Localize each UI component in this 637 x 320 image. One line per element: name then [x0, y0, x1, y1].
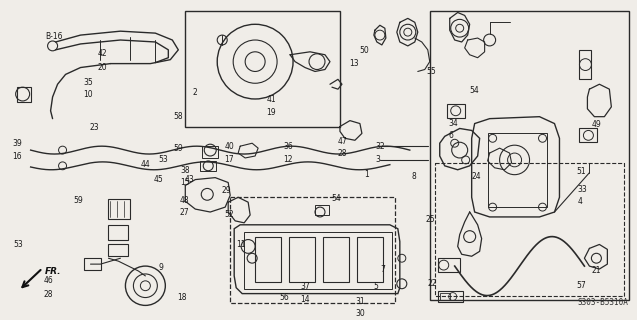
Text: 21: 21 — [592, 266, 601, 275]
Text: 45: 45 — [154, 175, 163, 184]
Bar — [108, 244, 129, 256]
Text: 10: 10 — [83, 90, 93, 99]
Text: 48: 48 — [180, 196, 190, 205]
Bar — [434, 163, 624, 296]
Text: 35: 35 — [83, 78, 93, 87]
Text: 36: 36 — [283, 142, 293, 151]
Bar — [255, 236, 281, 282]
Text: 8: 8 — [412, 172, 417, 181]
Text: 29: 29 — [221, 186, 231, 195]
Text: 22: 22 — [428, 279, 438, 288]
Text: 40: 40 — [224, 142, 234, 151]
Bar — [244, 232, 392, 289]
Text: 25: 25 — [426, 215, 435, 224]
Bar — [488, 133, 547, 207]
Text: 28: 28 — [338, 149, 347, 158]
Bar — [108, 225, 129, 240]
Text: 33: 33 — [578, 185, 587, 194]
Text: 42: 42 — [97, 50, 107, 59]
Text: 14: 14 — [301, 295, 310, 304]
Text: 17: 17 — [224, 155, 234, 164]
Bar — [289, 236, 315, 282]
Text: 3: 3 — [376, 155, 380, 164]
Text: B-16: B-16 — [45, 31, 62, 41]
Text: 9: 9 — [159, 263, 163, 272]
Bar — [430, 11, 629, 300]
Text: 50: 50 — [360, 46, 369, 55]
Text: 53: 53 — [159, 155, 168, 164]
Text: 57: 57 — [576, 281, 585, 290]
Text: 7: 7 — [381, 265, 385, 274]
Bar — [108, 199, 131, 219]
Text: 55: 55 — [427, 67, 436, 76]
Bar — [357, 236, 383, 282]
Text: 54: 54 — [469, 86, 480, 95]
Text: 52: 52 — [224, 210, 234, 219]
Text: 58: 58 — [173, 112, 183, 121]
Text: 39: 39 — [12, 139, 22, 148]
Text: 15: 15 — [180, 179, 190, 188]
Text: 24: 24 — [471, 172, 481, 181]
Bar — [580, 128, 598, 142]
Text: 30: 30 — [355, 309, 365, 318]
Text: 32: 32 — [376, 142, 385, 151]
Bar — [200, 161, 216, 171]
Text: 16: 16 — [12, 152, 22, 161]
Text: 2: 2 — [192, 88, 197, 97]
Text: 20: 20 — [97, 63, 107, 72]
Text: 1: 1 — [364, 170, 369, 179]
Text: 28: 28 — [44, 290, 54, 299]
Bar — [185, 11, 340, 126]
Text: 59: 59 — [74, 196, 83, 205]
Text: 11: 11 — [236, 240, 245, 249]
Text: 51: 51 — [576, 167, 585, 176]
Text: 4: 4 — [578, 197, 583, 206]
Text: FR.: FR. — [45, 267, 61, 276]
Bar — [203, 146, 218, 158]
Bar — [83, 258, 101, 270]
Text: 19: 19 — [266, 108, 276, 116]
Bar — [440, 292, 450, 300]
Text: 44: 44 — [141, 160, 150, 169]
Bar — [323, 236, 349, 282]
Text: 41: 41 — [266, 95, 276, 104]
Text: 34: 34 — [449, 119, 459, 128]
Text: 31: 31 — [355, 297, 365, 306]
Bar — [438, 291, 462, 302]
Bar — [230, 197, 395, 303]
Text: 46: 46 — [44, 276, 54, 285]
Text: 49: 49 — [592, 120, 601, 129]
Text: 12: 12 — [283, 155, 293, 164]
Text: S303-B5310A: S303-B5310A — [578, 298, 628, 308]
Text: 18: 18 — [177, 293, 187, 302]
Bar — [315, 205, 329, 215]
Bar — [447, 104, 464, 118]
Text: 37: 37 — [301, 282, 310, 291]
Text: 5: 5 — [373, 282, 378, 291]
Text: 23: 23 — [90, 124, 99, 132]
Bar — [580, 50, 591, 79]
Text: 59: 59 — [173, 144, 183, 153]
Text: 53: 53 — [13, 240, 23, 249]
Text: 38: 38 — [180, 166, 190, 175]
Text: 27: 27 — [180, 208, 190, 217]
Text: 56: 56 — [279, 292, 289, 301]
Text: 54: 54 — [331, 194, 341, 203]
Text: 13: 13 — [349, 59, 359, 68]
Text: 6: 6 — [449, 131, 454, 140]
Bar — [17, 87, 31, 102]
Text: 47: 47 — [338, 137, 347, 146]
Text: 43: 43 — [185, 175, 195, 184]
Bar — [438, 258, 460, 272]
